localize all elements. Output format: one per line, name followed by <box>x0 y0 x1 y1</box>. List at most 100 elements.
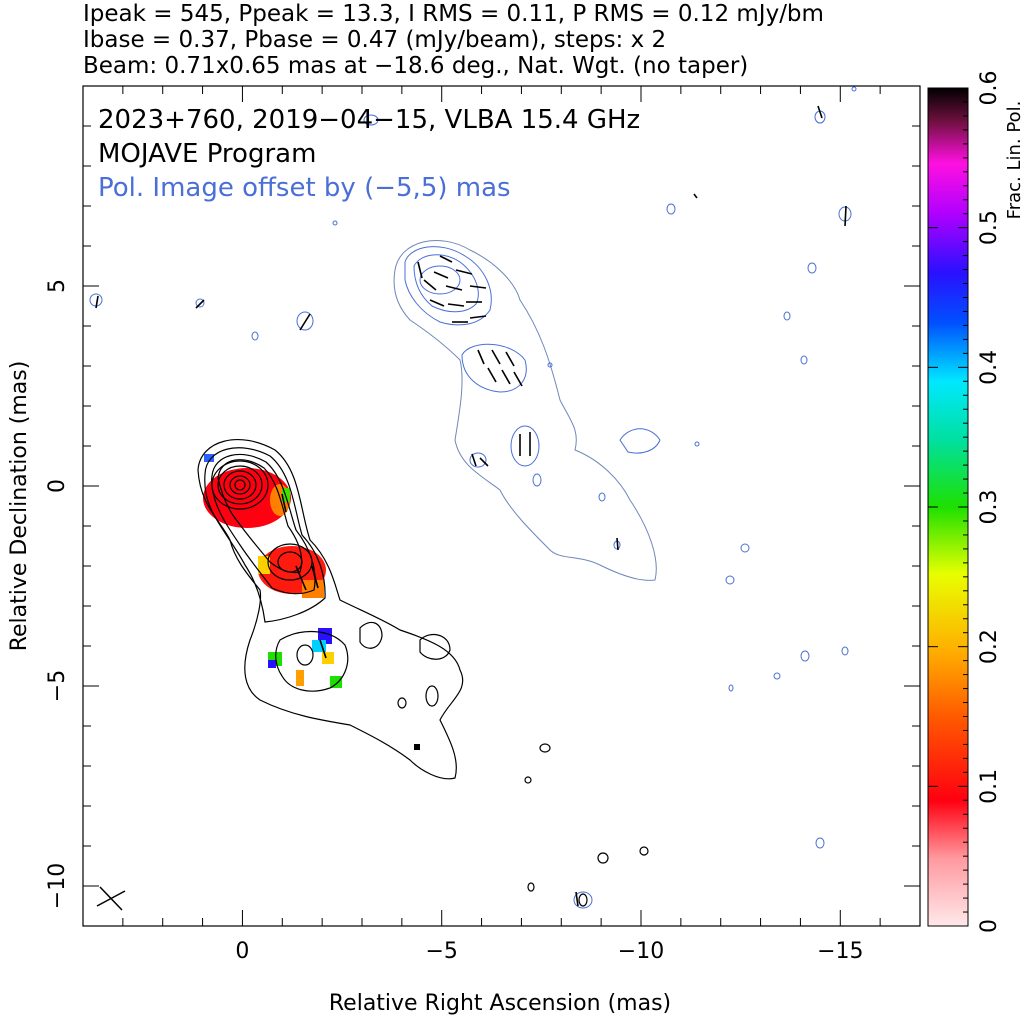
total-intensity-contours <box>197 439 649 907</box>
pol-contour-16 <box>740 543 750 553</box>
plot-frame <box>82 85 921 927</box>
colorbar-tick-label: 0.1 <box>977 769 1002 804</box>
pol-contour-8 <box>532 473 542 487</box>
evpa-tick <box>575 891 579 907</box>
colorbar-tick-labels: 0 0.1 0.2 0.3 0.4 0.5 0.6 <box>977 71 1002 934</box>
contour-5 <box>211 460 269 510</box>
evpa-tick <box>455 269 473 275</box>
pol-contour-18 <box>800 650 810 662</box>
pol-contour-9 <box>296 311 314 331</box>
contour-islet-2 <box>419 633 451 660</box>
contour-7 <box>223 470 257 500</box>
pol-patch-knot-yellow <box>258 556 270 574</box>
offset-label: Pol. Image offset by (−5,5) mas <box>98 173 511 203</box>
pol-contour-29 <box>598 492 606 502</box>
contour-2 <box>204 447 326 623</box>
contour-3 <box>211 453 316 595</box>
header-line-2: Ibase = 0.37, Pbase = 0.47 (mJy/beam), s… <box>83 27 667 53</box>
evpa-tick <box>295 565 307 591</box>
evpa-tick <box>817 105 823 119</box>
evpa-tick <box>487 367 497 383</box>
colorbar-tick-label: 0.6 <box>977 71 1002 106</box>
pol-contour-outer <box>393 239 657 581</box>
pol-contour-6 <box>469 452 487 468</box>
pol-contour-25 <box>783 311 791 321</box>
pol-contour-15 <box>573 891 593 909</box>
pol-contour-21 <box>728 684 734 692</box>
evpa-tick <box>693 193 698 199</box>
pol-contour-12 <box>363 114 379 126</box>
evpa-tick <box>491 349 501 365</box>
evpa-tick <box>616 537 619 551</box>
contour-knot-2 <box>277 551 303 573</box>
pol-contour-3 <box>419 265 461 295</box>
pol-contour-7 <box>619 428 661 454</box>
evpa-tick <box>439 255 453 263</box>
x-axis-title: Relative Right Ascension (mas) <box>329 991 671 1016</box>
evpa-tick <box>429 299 445 307</box>
y-tick-label: 0 <box>45 479 70 493</box>
contour-lowest <box>197 439 464 780</box>
colorbar-title: Frac. Lin. Pol. <box>1004 101 1025 220</box>
evpa-tick <box>479 457 489 467</box>
x-tick-label: −15 <box>817 939 863 964</box>
evpa-tick <box>423 279 437 291</box>
contour-knot-lower-inner <box>296 644 314 666</box>
contour-noise-6 <box>578 893 588 907</box>
evpa-tick <box>513 371 523 387</box>
contour-knot-1 <box>267 543 313 581</box>
x-tick-label: −10 <box>618 939 664 964</box>
y-tick-label: −10 <box>45 863 70 909</box>
colorbar-tick-label: 0.2 <box>977 629 1002 664</box>
pol-contour-5 <box>510 425 540 467</box>
contour-islet-1 <box>359 621 383 649</box>
pol-patch-green-right <box>330 676 342 688</box>
evpa-vectors <box>95 105 847 907</box>
pol-patch-blue-left <box>268 660 276 668</box>
x-tick-label: −5 <box>425 939 457 964</box>
y-tick-label: −5 <box>45 670 70 702</box>
pol-contour-22 <box>815 837 825 849</box>
colorbar-tick-label: 0 <box>977 919 1002 933</box>
pol-patch-black <box>414 744 420 750</box>
evpa-tick <box>445 285 463 291</box>
contour-knot-lower <box>275 630 349 692</box>
contour-noise-2 <box>524 776 532 784</box>
evpa-tick <box>311 565 319 589</box>
beam-cross <box>96 886 126 911</box>
header-line-3: Beam: 0.71x0.65 mas at −18.6 deg., Nat. … <box>83 53 749 79</box>
pol-contour-23 <box>666 203 676 215</box>
pol-contour-20 <box>773 672 781 680</box>
contour-islet-4 <box>397 697 407 709</box>
colorbar-tick-label: 0.4 <box>977 350 1002 385</box>
evpa-tick <box>417 261 423 279</box>
colorbar-tick-label: 0.3 <box>977 490 1002 525</box>
pol-patch-knot-orange <box>302 580 324 598</box>
contour-islet-3 <box>425 685 439 707</box>
pol-contour-24 <box>807 262 817 274</box>
program-label: MOJAVE Program <box>98 139 316 169</box>
contour-noise-4 <box>639 846 649 856</box>
y-tick-label: 5 <box>45 279 70 293</box>
header-line-1: Ipeak = 545, Ppeak = 13.3, I RMS = 0.11,… <box>83 1 824 27</box>
pol-patch-core-blue <box>204 454 214 462</box>
pol-contour-4 <box>461 343 527 393</box>
contour-4 <box>217 459 303 574</box>
beam-minor-axis <box>96 890 126 907</box>
evpa-tick <box>844 205 847 227</box>
pol-contour-1 <box>404 246 492 326</box>
evpa-tick <box>447 303 465 307</box>
colorbar-tick-label: 0.5 <box>977 210 1002 245</box>
evpa-tick <box>319 639 327 659</box>
pol-contour-33 <box>851 86 857 92</box>
pol-contour-11 <box>195 298 205 308</box>
contour-noise-3 <box>597 852 609 864</box>
evpa-tick <box>505 351 515 367</box>
y-axis-title: Relative Declination (mas) <box>7 361 32 652</box>
map-layer <box>89 86 857 911</box>
evpa-tick <box>299 313 311 331</box>
contour-9 <box>234 479 246 491</box>
evpa-tick <box>95 295 99 309</box>
evpa-tick <box>195 299 205 309</box>
